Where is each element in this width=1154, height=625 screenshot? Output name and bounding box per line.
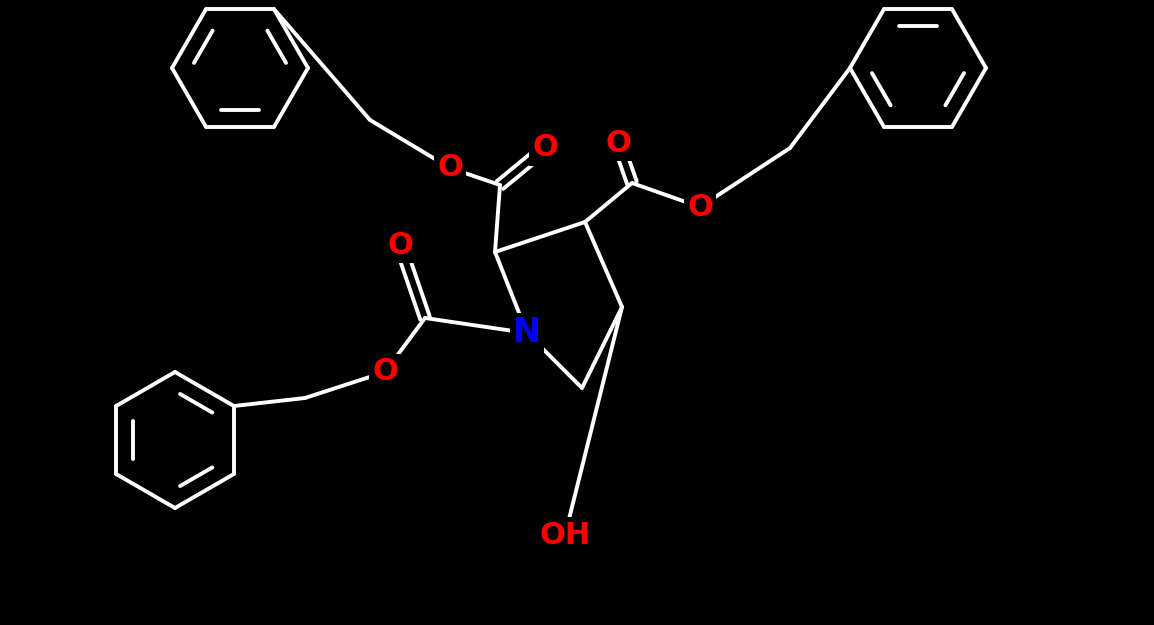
Text: O: O: [605, 129, 631, 158]
Text: O: O: [387, 231, 413, 259]
Text: O: O: [437, 154, 463, 182]
Text: OH: OH: [539, 521, 591, 549]
Text: O: O: [687, 192, 713, 221]
Text: O: O: [372, 357, 398, 386]
Text: N: N: [512, 316, 541, 349]
Text: O: O: [532, 134, 557, 162]
